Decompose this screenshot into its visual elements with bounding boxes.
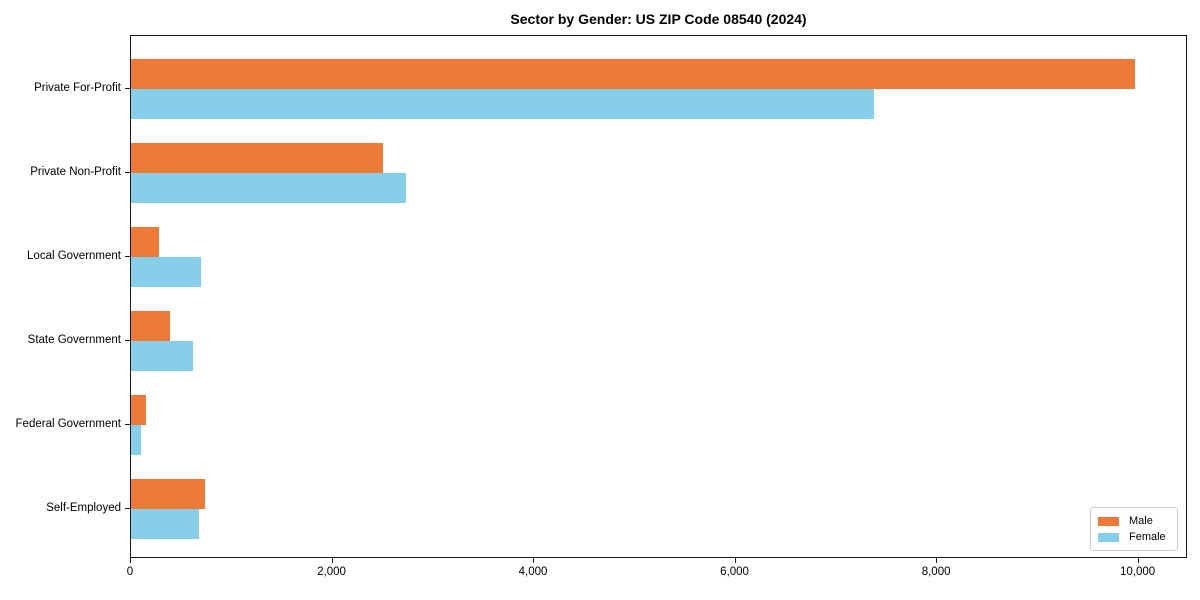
xtick-label-6000: 6,000 [720, 566, 749, 578]
ytick-mark [125, 339, 130, 341]
male-color-swatch [1098, 516, 1119, 526]
ytick-label-self-employed: Self-Employed [46, 502, 121, 514]
plot-area [130, 35, 1187, 558]
ytick-mark [125, 87, 130, 89]
bar-male-private-for-profit [131, 59, 1135, 89]
bar-male-state-government [131, 311, 170, 341]
xtick-label-4000: 4,000 [518, 566, 548, 578]
bar-female-state-government [131, 341, 193, 371]
legend-item-male: Male [1098, 513, 1170, 529]
ytick-label-federal-government: Federal Government [15, 418, 121, 430]
xtick-label-2000: 2,000 [317, 566, 346, 578]
xtick-mark [130, 558, 132, 563]
chart-title: Sector by Gender: US ZIP Code 08540 (202… [510, 11, 807, 27]
legend: Male Female [1090, 507, 1178, 551]
bar-male-local-government [131, 227, 159, 257]
female-color-swatch [1098, 532, 1119, 542]
ytick-mark [125, 423, 130, 425]
xtick-mark [331, 558, 333, 563]
ytick-label-state-government: State Government [27, 334, 121, 346]
xtick-mark [936, 558, 938, 563]
bar-female-local-government [131, 257, 201, 287]
ytick-label-private-for-profit: Private For-Profit [34, 82, 121, 94]
xtick-label-0: 0 [126, 566, 134, 578]
ytick-label-private-non-profit: Private Non-Profit [30, 166, 121, 178]
bar-female-private-non-profit [131, 173, 406, 203]
ytick-mark [125, 507, 130, 509]
ytick-mark [125, 255, 130, 257]
ytick-mark [125, 171, 130, 173]
xtick-mark [533, 558, 535, 563]
legend-label-female: Female [1129, 531, 1166, 543]
bar-male-federal-government [131, 395, 146, 425]
ytick-label-local-government: Local Government [27, 250, 121, 262]
xtick-label-8000: 8,000 [921, 566, 951, 578]
bar-female-self-employed [131, 509, 199, 539]
legend-label-male: Male [1129, 515, 1153, 527]
xtick-label-10000: 10,000 [1120, 566, 1156, 578]
xtick-mark [734, 558, 736, 563]
bar-male-self-employed [131, 479, 205, 509]
xtick-mark [1137, 558, 1139, 563]
bar-male-private-non-profit [131, 143, 383, 173]
bar-female-federal-government [131, 425, 141, 455]
bar-female-private-for-profit [131, 89, 874, 119]
legend-item-female: Female [1098, 529, 1170, 545]
